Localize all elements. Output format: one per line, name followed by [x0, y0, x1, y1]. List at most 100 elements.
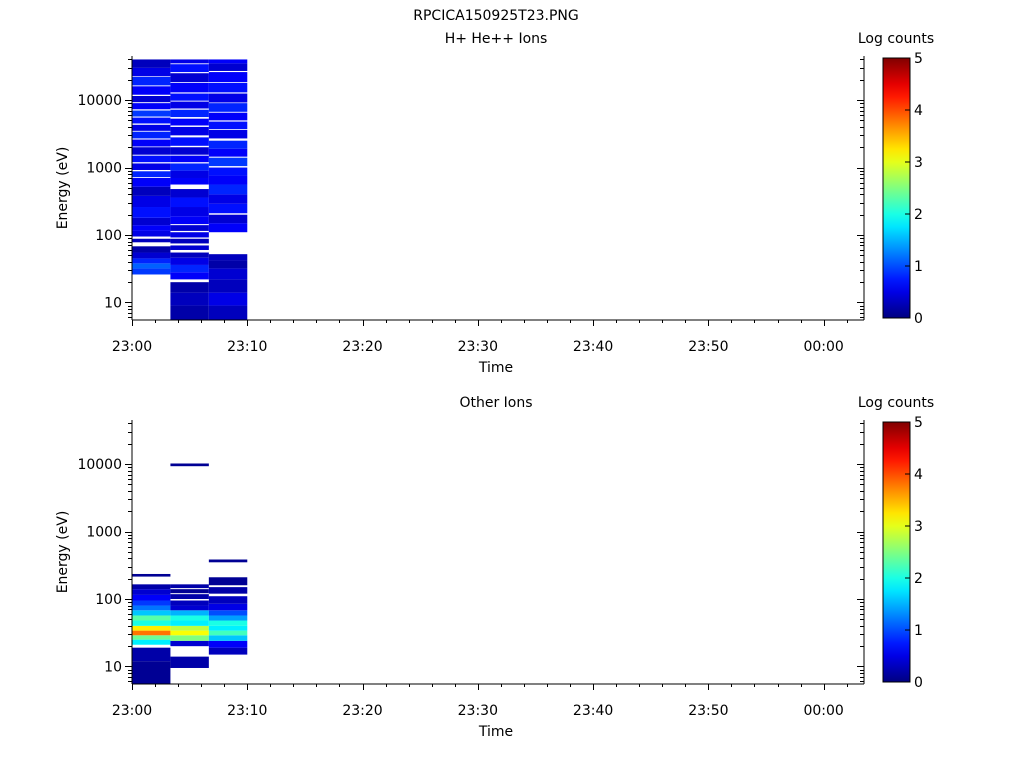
- heatmap-cell: [170, 584, 209, 589]
- heatmap-cell: [170, 610, 209, 616]
- heatmap-cell: [132, 620, 171, 626]
- heatmap-cell: [132, 263, 171, 269]
- heatmap-cell: [208, 130, 248, 139]
- y-tick-label: 1000: [86, 161, 122, 177]
- heatmap-cell: [208, 279, 248, 293]
- colorbar: Log counts 0 1 2 3 4 5: [858, 395, 934, 691]
- heatmap-cell: [208, 214, 248, 224]
- x-tick-label: 00:00: [803, 339, 843, 355]
- heatmap-cell: [208, 72, 248, 83]
- y-axis-ticks: [125, 59, 864, 318]
- heatmap-cell: [132, 600, 171, 606]
- heatmap-cell: [132, 95, 171, 103]
- x-tick-label: 23:10: [227, 339, 267, 355]
- heatmap-cell: [132, 186, 171, 196]
- y-tick-label: 10: [104, 659, 122, 675]
- heatmap-cell: [170, 101, 209, 109]
- heatmap-cell: [170, 64, 209, 73]
- heatmap-cell: [208, 82, 248, 93]
- x-tick-label: 23:40: [573, 703, 613, 719]
- heatmap-cell: [208, 103, 248, 112]
- heatmap-cell: [170, 189, 209, 198]
- heatmap-cell: [132, 131, 171, 139]
- heatmap-cell: [170, 170, 209, 178]
- x-tick-label: 23:40: [573, 339, 613, 355]
- heatmap-cell: [208, 175, 248, 185]
- x-axis-label: Time: [478, 724, 513, 740]
- x-tick-label: 23:10: [227, 703, 267, 719]
- x-axis-ticks: [132, 320, 848, 326]
- heatmap-cell: [170, 615, 209, 621]
- heatmap-cell: [208, 587, 248, 594]
- heatmap-cell: [208, 254, 248, 261]
- heatmap-cell: [132, 139, 171, 147]
- colorbar-tick-label: 2: [914, 207, 923, 223]
- heatmap-cell: [132, 589, 171, 595]
- heatmap-cell: [208, 59, 248, 64]
- heatmap-cell: [170, 59, 209, 64]
- figure-title: RPCICA150925T23.PNG: [413, 8, 578, 24]
- heatmap-cells: [132, 463, 248, 684]
- colorbar-label: Log counts: [858, 31, 934, 47]
- heatmap-cell: [132, 171, 171, 178]
- heatmap-cell: [132, 630, 171, 636]
- panel-title: H+ He++ Ions: [445, 31, 548, 47]
- heatmap-cell: [170, 264, 209, 273]
- colorbar-tick-label: 5: [914, 51, 923, 67]
- heatmap-cell: [170, 272, 209, 280]
- x-tick-label: 23:00: [112, 703, 152, 719]
- colorbar-tick-label: 5: [914, 415, 923, 431]
- heatmap-cell: [132, 605, 171, 611]
- heatmap-cell: [132, 177, 171, 187]
- heatmap-cell: [132, 635, 171, 640]
- heatmap-cell: [208, 559, 248, 563]
- heatmap-cell: [170, 216, 209, 225]
- heatmap-cell: [132, 195, 171, 208]
- heatmap-cell: [170, 225, 209, 231]
- heatmap-cell: [132, 625, 171, 631]
- heatmap-cell: [170, 197, 209, 208]
- heatmap-cell: [208, 615, 248, 621]
- heatmap-cell: [208, 268, 248, 280]
- heatmap-cell: [132, 230, 171, 237]
- heatmap-cell: [132, 610, 171, 616]
- y-tick-label: 10000: [77, 93, 122, 109]
- heatmap-cell: [170, 640, 209, 647]
- heatmap-cell: [170, 163, 209, 171]
- heatmap-cell: [170, 232, 209, 238]
- heatmap-cell: [208, 140, 248, 149]
- colorbar: Log counts 0 1 2 3 4 5: [858, 31, 934, 327]
- y-tick-label: 100: [95, 592, 122, 608]
- heatmap-cell: [170, 282, 209, 293]
- heatmap-cell: [132, 594, 171, 601]
- heatmap-cell: [208, 620, 248, 626]
- x-tick-label: 23:50: [688, 339, 728, 355]
- heatmap-cell: [132, 258, 171, 264]
- heatmap-cell: [208, 121, 248, 130]
- heatmap-cell: [208, 93, 248, 103]
- heatmap-cell: [170, 594, 209, 600]
- heatmap-cell: [132, 76, 171, 86]
- y-axis-ticks: [125, 423, 864, 682]
- heatmap-cell: [132, 615, 171, 621]
- y-tick-label: 100: [95, 228, 122, 244]
- heatmap-cell: [208, 640, 248, 648]
- heatmap-cell: [208, 63, 248, 71]
- heatmap-cell: [208, 603, 248, 611]
- heatmap-cell: [170, 305, 209, 320]
- heatmap-cell: [170, 118, 209, 126]
- heatmap-cell: [170, 252, 209, 258]
- heatmap-cell: [170, 589, 209, 594]
- heatmap-cell: [132, 67, 171, 77]
- heatmap-cell: [132, 639, 171, 645]
- heatmap-cell: [132, 246, 171, 253]
- panel-title: Other Ions: [459, 395, 532, 411]
- colorbar-tick-label: 2: [914, 571, 923, 587]
- heatmap-cell: [170, 245, 209, 250]
- heatmap-cell: [208, 112, 248, 121]
- heatmap-cell: [208, 157, 248, 167]
- x-tick-label: 23:30: [458, 703, 498, 719]
- heatmap-cell: [170, 605, 209, 611]
- y-axis-label: Energy (eV): [55, 511, 71, 594]
